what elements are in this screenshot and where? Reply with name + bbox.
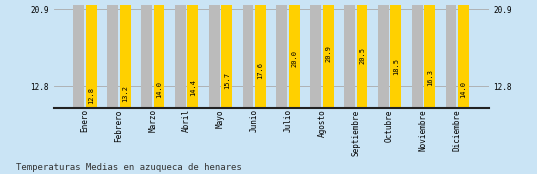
Bar [141,0,152,108]
Bar [357,0,367,108]
Bar [175,0,186,108]
Bar [310,0,321,108]
Bar [154,0,164,108]
Text: 15.7: 15.7 [224,72,230,89]
Bar [378,0,389,108]
Bar [446,0,456,108]
Bar [209,0,220,108]
Bar [74,0,84,108]
Bar [412,0,423,108]
Text: 20.0: 20.0 [292,50,297,67]
Text: Temperaturas Medias en azuqueca de henares: Temperaturas Medias en azuqueca de henar… [16,163,242,172]
Text: 16.3: 16.3 [427,69,433,86]
Bar [120,0,130,108]
Bar [277,0,287,108]
Bar [243,0,253,108]
Bar [390,0,401,108]
Bar [323,0,333,108]
Text: 13.2: 13.2 [122,85,128,102]
Text: 14.0: 14.0 [156,81,162,98]
Bar [289,0,300,108]
Bar [344,0,355,108]
Bar [424,0,435,108]
Bar [458,0,469,108]
Bar [107,0,118,108]
Bar [86,0,97,108]
Bar [255,0,266,108]
Text: 17.6: 17.6 [258,62,264,79]
Text: 14.4: 14.4 [190,79,196,96]
Text: 12.8: 12.8 [89,87,95,104]
Text: 20.9: 20.9 [325,45,331,62]
Text: 18.5: 18.5 [393,58,399,75]
Bar [221,0,232,108]
Text: 20.5: 20.5 [359,47,365,64]
Bar [187,0,198,108]
Text: 14.0: 14.0 [461,81,467,98]
